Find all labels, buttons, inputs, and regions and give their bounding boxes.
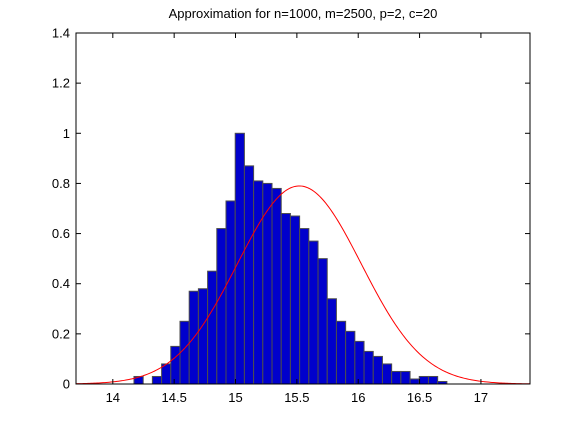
histogram-bar (326, 298, 337, 385)
y-tick-label: 0.2 (52, 326, 70, 341)
histogram-bar (280, 213, 291, 385)
bars-layer (133, 132, 448, 385)
x-tick-label: 14.5 (162, 390, 187, 405)
histogram-bar (151, 375, 163, 385)
y-tick-label: 1 (63, 126, 70, 141)
y-tick-label: 0 (63, 377, 70, 392)
histogram-bar (418, 375, 429, 385)
histogram-bar (308, 240, 319, 385)
x-tick-label: 16.5 (407, 390, 432, 405)
chart-title: Approximation for n=1000, m=2500, p=2, c… (169, 6, 438, 21)
histogram-bar (381, 363, 393, 385)
histogram-bar (391, 370, 402, 385)
histogram-bar (289, 215, 301, 385)
y-tick-label: 1.4 (52, 26, 70, 41)
histogram-bar (179, 320, 190, 385)
histogram-bar (363, 350, 374, 385)
x-tick-label: 14 (106, 390, 120, 405)
histogram-bar (317, 258, 328, 385)
histogram-bar (262, 182, 273, 385)
histogram-bar (409, 378, 420, 385)
histogram-bar (299, 228, 310, 385)
x-tick-label: 16 (351, 390, 365, 405)
histogram-bar (335, 320, 347, 385)
histogram-bar (216, 228, 227, 385)
x-tick-label: 17 (474, 390, 488, 405)
curve-layer (75, 185, 531, 385)
histogram-bar (427, 375, 439, 385)
y-axis: 0 0.2 0.4 0.6 0.8 1 1.2 1.4 (52, 26, 530, 392)
histogram-bar (170, 345, 181, 385)
x-tick-label: 15.5 (284, 390, 309, 405)
y-tick-label: 1.2 (52, 76, 70, 91)
histogram-bar (225, 200, 236, 385)
histogram-bar (372, 355, 383, 385)
y-tick-label: 0.6 (52, 226, 70, 241)
histogram-bar (345, 330, 356, 385)
histogram-bar (354, 340, 365, 385)
density-curve (75, 185, 531, 385)
histogram-bar (207, 270, 218, 385)
y-tick-label: 0.4 (52, 276, 70, 291)
x-tick-label: 15 (228, 390, 242, 405)
plot-area-frame (75, 32, 531, 385)
histogram-bar (243, 165, 255, 385)
histogram-bar (253, 180, 264, 385)
histogram-bar (271, 187, 282, 385)
histogram-bar (197, 288, 209, 385)
x-axis: 14 14.5 15 15.5 16 16.5 17 (106, 33, 488, 405)
y-tick-label: 0.8 (52, 176, 70, 191)
histogram-bar (400, 370, 411, 385)
